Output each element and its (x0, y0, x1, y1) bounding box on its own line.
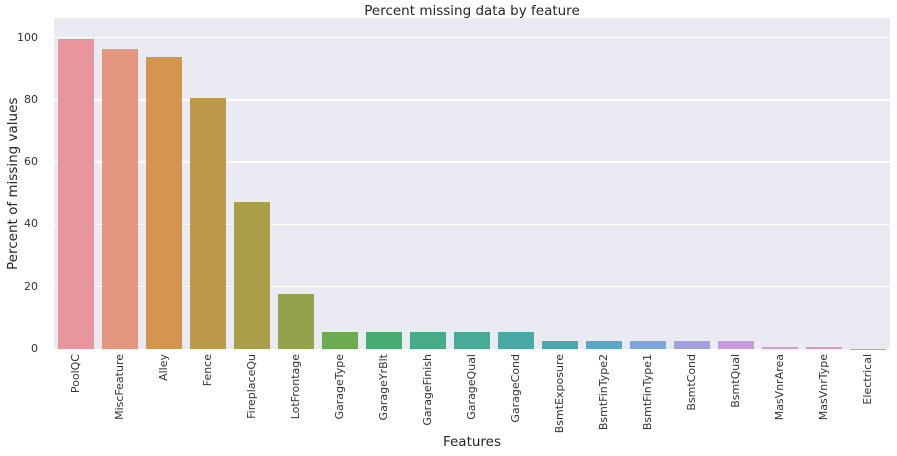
bar-slot-Alley (142, 18, 186, 349)
bar-GarageType (322, 331, 358, 349)
x-tick-slot-BsmtFinType1: BsmtFinType1 (626, 354, 670, 430)
x-tick-label-LotFrontage: LotFrontage (289, 354, 302, 420)
bar-slot-MasVnrType (802, 18, 846, 349)
x-tick-slot-BsmtFinType2: BsmtFinType2 (582, 354, 626, 430)
x-tick-label-BsmtFinType1: BsmtFinType1 (641, 354, 654, 431)
bar-slot-Electrical (846, 18, 890, 349)
x-tick-slot-LotFrontage: LotFrontage (274, 354, 318, 419)
y-tick-label-20: 20 (24, 279, 38, 293)
bar-BsmtQual (718, 341, 754, 349)
x-tick-slot-BsmtQual: BsmtQual (714, 354, 758, 408)
x-tick-slot-GarageQual: GarageQual (450, 354, 494, 420)
bar-FireplaceQu (234, 201, 270, 349)
x-tick-label-PoolQC: PoolQC (69, 354, 82, 394)
y-tick-label-40: 40 (24, 217, 38, 231)
gridline-y100 (54, 36, 890, 39)
bar-BsmtExposure (542, 340, 578, 349)
x-tick-slot-PoolQC: PoolQC (54, 354, 98, 393)
gridline-y80 (54, 99, 890, 101)
y-tick-label-60: 60 (24, 155, 38, 169)
bar-slot-GarageQual (450, 18, 494, 349)
bar-slot-GarageCond (494, 18, 538, 349)
bar-GarageCond (498, 331, 534, 349)
y-axis-ticks: 0 20 40 60 80 100 (0, 18, 46, 354)
y-tick-label-80: 80 (24, 92, 38, 106)
bar-slot-GarageType (318, 18, 362, 349)
bar-GarageYrBlt (366, 331, 402, 349)
bar-Alley (146, 56, 182, 349)
bar-BsmtFinType1 (630, 341, 666, 349)
x-tick-label-MasVnrType: MasVnrType (817, 354, 830, 421)
y-tick-label-0: 0 (31, 342, 38, 355)
bar-MiscFeature (102, 49, 138, 349)
bar-slot-LotFrontage (274, 18, 318, 349)
plot-area (54, 18, 890, 349)
bar-slot-BsmtFinType1 (626, 18, 670, 349)
x-tick-label-MiscFeature: MiscFeature (113, 354, 126, 420)
bar-slot-MasVnrArea (758, 18, 802, 349)
bar-slot-Fence (186, 18, 230, 349)
bar-slot-GarageYrBlt (362, 18, 406, 349)
x-tick-label-BsmtQual: BsmtQual (729, 354, 742, 408)
x-tick-slot-MiscFeature: MiscFeature (98, 354, 142, 420)
bar-BsmtCond (674, 341, 710, 349)
gridline-y20 (54, 285, 890, 288)
x-tick-label-GarageFinish: GarageFinish (421, 354, 434, 426)
bar-MasVnrArea (762, 347, 798, 349)
bar-slot-BsmtCond (670, 18, 714, 349)
x-tick-slot-FireplaceQu: FireplaceQu (230, 354, 274, 419)
x-tick-label-MasVnrArea: MasVnrArea (773, 354, 786, 421)
x-tick-label-BsmtFinType2: BsmtFinType2 (597, 354, 610, 431)
bar-GarageFinish (410, 331, 446, 349)
x-tick-label-FireplaceQu: FireplaceQu (245, 354, 258, 419)
x-tick-label-Alley: Alley (157, 354, 170, 381)
x-tick-label-GarageCond: GarageCond (509, 354, 522, 423)
x-tick-slot-BsmtCond: BsmtCond (670, 354, 714, 411)
x-axis-label: Features (442, 434, 502, 450)
gridline-y40 (54, 223, 890, 226)
x-tick-slot-Fence: Fence (186, 354, 230, 386)
bar-slot-FireplaceQu (230, 18, 274, 349)
x-tick-slot-GarageCond: GarageCond (494, 354, 538, 423)
bar-slot-GarageFinish (406, 18, 450, 349)
x-tick-slot-Alley: Alley (142, 354, 186, 381)
x-tick-label-BsmtCond: BsmtCond (685, 354, 698, 411)
x-axis-ticks: PoolQC MiscFeature Alley Fence FireplaceQu Lo… (54, 354, 890, 433)
bar-slot-BsmtQual (714, 18, 758, 349)
x-tick-slot-Electrical: Electrical (846, 354, 890, 405)
bar-slot-MiscFeature (98, 18, 142, 349)
x-tick-label-GarageType: GarageType (333, 354, 346, 420)
x-tick-label-GarageYrBlt: GarageYrBlt (377, 354, 390, 421)
bar-PoolQC (58, 39, 94, 349)
gridline-y60 (54, 161, 890, 163)
bar-slot-BsmtExposure (538, 18, 582, 349)
bar-slot-BsmtFinType2 (582, 18, 626, 349)
bar-slot-PoolQC (54, 18, 98, 349)
x-tick-slot-GarageFinish: GarageFinish (406, 354, 450, 426)
bar-BsmtFinType2 (586, 340, 622, 349)
bar-Fence (190, 97, 226, 349)
bar-GarageQual (454, 331, 490, 349)
bar-MasVnrType (806, 347, 842, 349)
x-tick-slot-GarageType: GarageType (318, 354, 362, 420)
x-tick-label-Fence: Fence (201, 354, 214, 387)
bar-LotFrontage (278, 293, 314, 349)
x-tick-label-Electrical: Electrical (861, 354, 874, 405)
y-tick-label-100: 100 (17, 30, 38, 44)
x-tick-slot-MasVnrArea: MasVnrArea (758, 354, 802, 420)
x-tick-slot-GarageYrBlt: GarageYrBlt (362, 354, 406, 420)
x-tick-slot-BsmtExposure: BsmtExposure (538, 354, 582, 433)
x-tick-label-GarageQual: GarageQual (465, 354, 478, 420)
x-tick-label-BsmtExposure: BsmtExposure (553, 354, 566, 434)
x-tick-slot-MasVnrType: MasVnrType (802, 354, 846, 420)
chart-title: Percent missing data by feature (364, 3, 580, 19)
bars-container (54, 18, 890, 349)
